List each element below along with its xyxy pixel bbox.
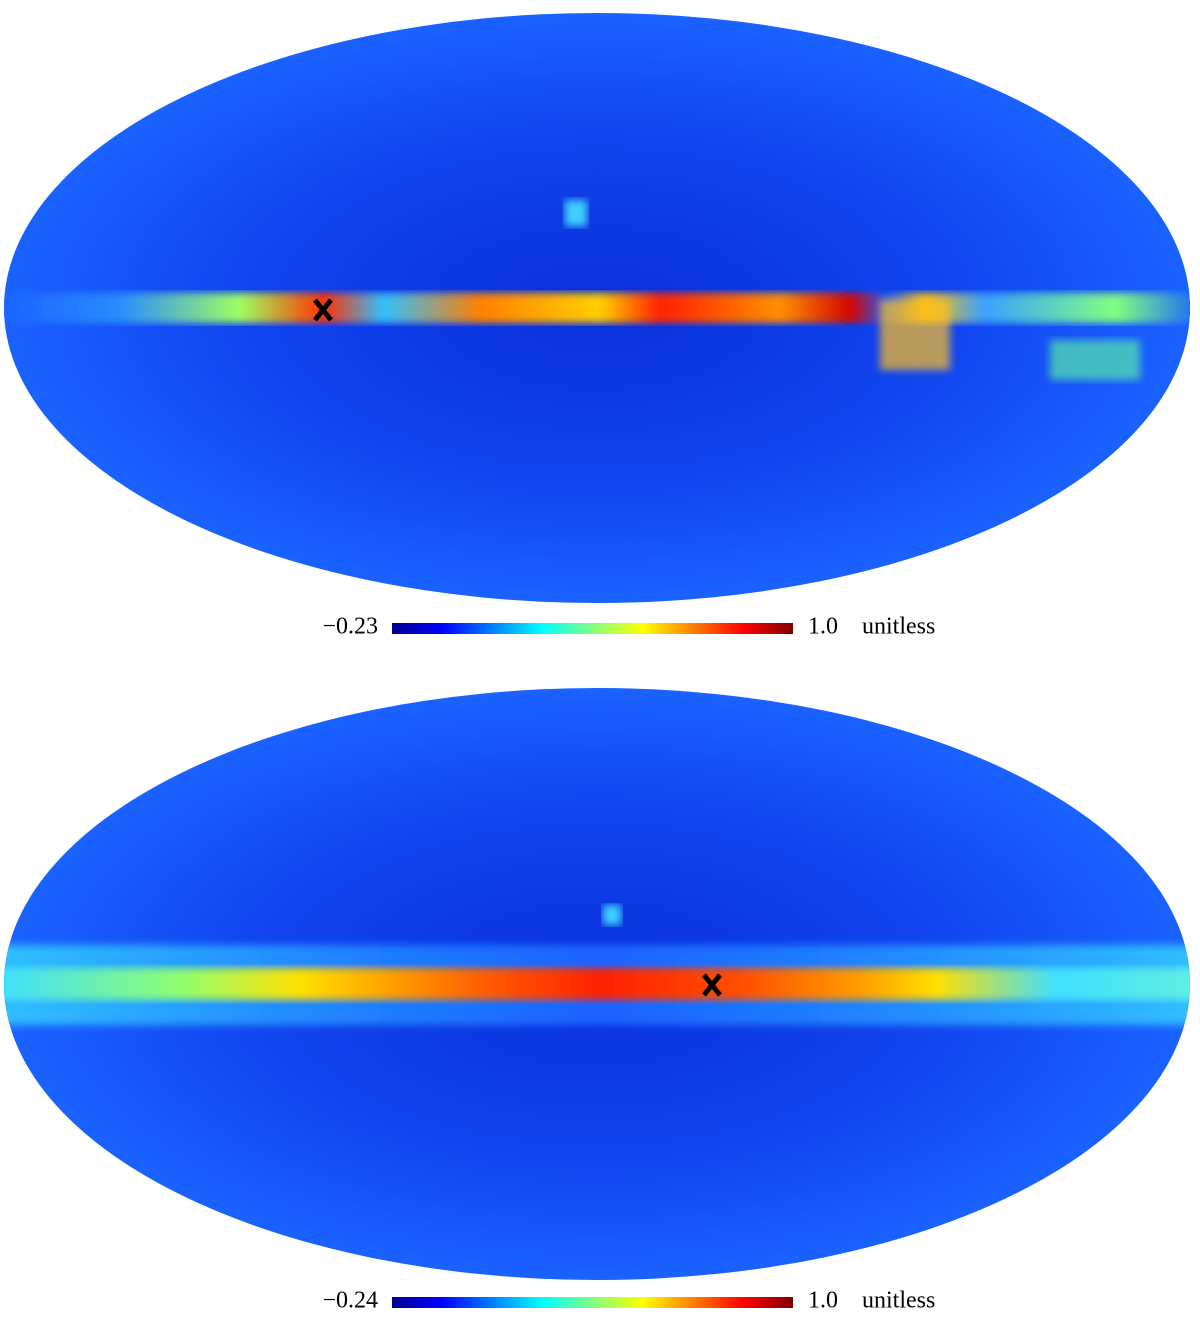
galactic-band <box>4 968 1190 1000</box>
colorbar-unit: unitless <box>862 1288 935 1314</box>
colorbar <box>392 1297 793 1308</box>
hot-spot <box>603 905 621 925</box>
map-features <box>4 200 1190 380</box>
galactic-band <box>4 293 1190 323</box>
colorbar-unit: unitless <box>862 614 935 640</box>
map-features <box>4 905 1190 1025</box>
hot-spot <box>565 200 587 226</box>
hot-spot <box>880 300 950 370</box>
hot-spot <box>1050 340 1140 380</box>
marker <box>313 298 333 322</box>
sky-map: −0.23 1.0 unitless <box>4 13 1190 640</box>
colorbar-min: −0.23 <box>322 614 378 640</box>
marker <box>702 973 722 997</box>
colorbar-max: 1.0 <box>808 614 838 640</box>
colorbar-max: 1.0 <box>808 1288 838 1314</box>
colorbar-min: −0.24 <box>322 1288 378 1314</box>
sky-map: −0.24 1.0 unitless <box>4 688 1190 1314</box>
colorbar <box>392 623 793 634</box>
